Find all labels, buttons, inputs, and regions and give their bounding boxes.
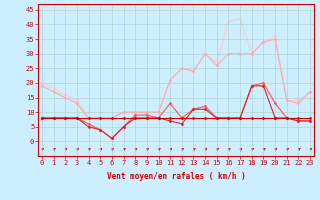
X-axis label: Vent moyen/en rafales ( km/h ): Vent moyen/en rafales ( km/h ) (107, 172, 245, 181)
